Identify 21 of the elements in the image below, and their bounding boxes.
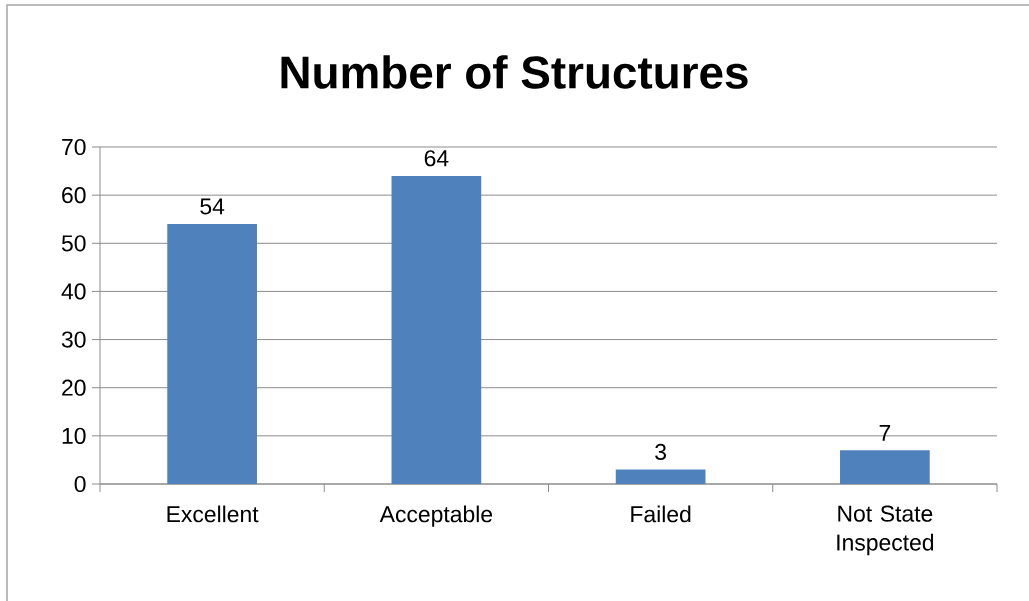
y-tick-label: 0 — [74, 475, 86, 493]
x-tick-label: Not State Inspected — [837, 505, 934, 556]
bar — [840, 450, 930, 484]
bar — [391, 175, 482, 484]
data-label: 7 — [879, 425, 891, 441]
x-tick-label: Excellent — [167, 505, 259, 523]
y-tick-label: 70 — [62, 138, 86, 156]
data-label: 54 — [200, 198, 225, 215]
y-tick-label: 10 — [62, 427, 86, 444]
y-tick-label: 30 — [61, 331, 86, 348]
bar — [615, 469, 706, 484]
chart-title: Number of Structures — [281, 55, 748, 89]
y-tick-label: 40 — [61, 283, 86, 300]
y-tick-label: 60 — [62, 187, 86, 204]
data-label: 3 — [655, 443, 666, 461]
data-label: 64 — [424, 150, 449, 167]
x-tick-label: Acceptable — [379, 505, 493, 527]
y-tick-label: 20 — [62, 379, 86, 396]
y-tick-label: 50 — [61, 235, 86, 252]
bar — [167, 224, 257, 484]
x-tick-label: Failed — [631, 505, 691, 523]
